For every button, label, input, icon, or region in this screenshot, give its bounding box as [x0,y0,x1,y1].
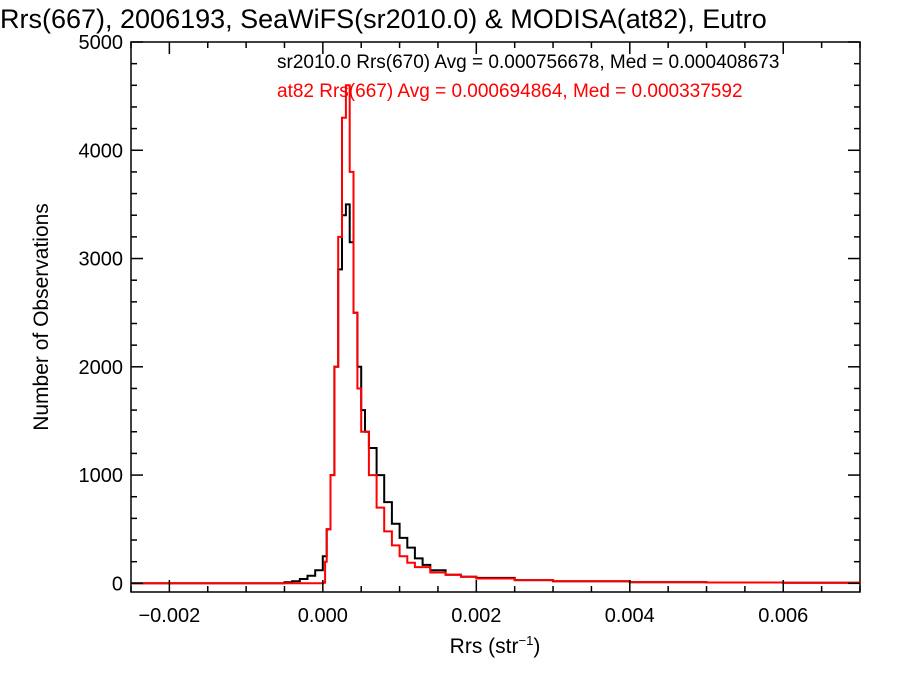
series-at82-line [131,84,861,585]
x-axis-label-text: Rrs (str [450,635,519,658]
x-tick-label: 0.004 [605,605,655,627]
plot-area [130,41,861,593]
x-tick-label: 0.006 [758,605,808,627]
y-tick-label: 5000 [79,32,124,54]
series-layer [131,84,861,585]
x-axis-label-suffix: ) [533,635,540,658]
y-tick-label: 2000 [79,357,124,379]
series-sr2010-line [131,203,861,585]
x-axis-label: Rrs (str−1) [450,633,541,658]
y-tick-label: 0 [112,573,123,595]
ticks-layer: −0.002 0.000 0.002 0.004 0.006 0 1000 2000 3000 4… [79,32,861,627]
plot-frame [130,41,861,593]
x-tick-label: 0.000 [298,605,348,627]
legend-entry-sr2010: sr2010.0 Rrs(670) Avg = 0.000756678, Med… [277,52,779,73]
y-tick-label: 4000 [79,140,124,162]
x-tick-label: −0.002 [139,605,201,627]
chart-title: Rrs(667), 2006193, SeaWiFS(sr2010.0) & M… [0,4,767,34]
x-tick-label: 0.002 [451,605,501,627]
y-tick-label: 3000 [79,249,124,271]
y-tick-label: 1000 [79,465,124,487]
x-axis-label-superscript: −1 [519,633,534,648]
legend-entry-at82: at82 Rrs(667) Avg = 0.000694864, Med = 0… [277,81,743,102]
y-axis-label: Number of Observations [30,203,53,431]
